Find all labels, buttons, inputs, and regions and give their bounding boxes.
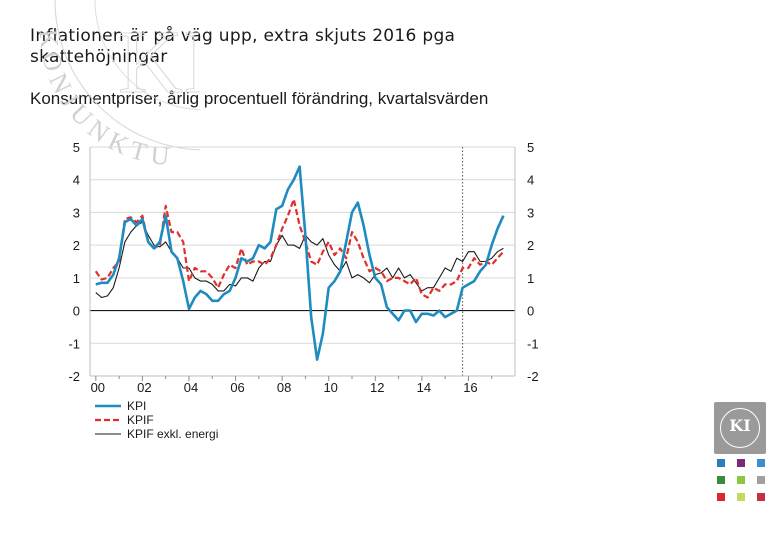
chart-series-lines bbox=[94, 165, 505, 361]
color-swatch bbox=[757, 459, 765, 467]
color-swatch bbox=[717, 459, 725, 467]
y-tick-label-left: 1 bbox=[73, 271, 80, 286]
x-tick-label: 02 bbox=[137, 380, 151, 395]
x-tick-label: 00 bbox=[91, 380, 105, 395]
legend-label: KPIF exkl. energi bbox=[127, 427, 218, 441]
color-swatch bbox=[717, 493, 725, 501]
color-swatch bbox=[737, 493, 745, 501]
logo-text: KI bbox=[729, 416, 751, 435]
x-tick-label: 04 bbox=[184, 380, 198, 395]
x-tick-label: 10 bbox=[323, 380, 337, 395]
x-tick-label: 06 bbox=[230, 380, 244, 395]
y-tick-label-right: -1 bbox=[527, 336, 539, 351]
x-tick-label: 08 bbox=[277, 380, 291, 395]
color-swatch bbox=[737, 476, 745, 484]
seal-watermark: KONJUNKTURINSTITUTET KI bbox=[0, 0, 200, 172]
chart-subtitle: Konsumentpriser, årlig procentuell förän… bbox=[30, 89, 489, 108]
y-tick-label-right: 4 bbox=[527, 173, 534, 188]
y-tick-label-right: -2 bbox=[527, 369, 539, 384]
x-tick-label: 14 bbox=[417, 380, 431, 395]
series-line-kpif bbox=[94, 198, 505, 299]
y-tick-label-left: 2 bbox=[73, 238, 80, 253]
y-tick-label-left: -1 bbox=[68, 336, 80, 351]
legend-label: KPI bbox=[127, 399, 146, 413]
y-tick-label-right: 1 bbox=[527, 271, 534, 286]
y-tick-label-left: 5 bbox=[73, 140, 80, 155]
watermark-ki: KI bbox=[118, 13, 200, 112]
series-line-kpi bbox=[95, 165, 505, 361]
color-swatch bbox=[757, 493, 765, 501]
y-tick-label-left: 3 bbox=[73, 205, 80, 220]
chart-grid bbox=[90, 146, 515, 377]
y-tick-label-right: 2 bbox=[527, 238, 534, 253]
y-tick-label-right: 0 bbox=[527, 304, 534, 319]
series-line-kpif-exkl-energi bbox=[95, 221, 504, 299]
color-swatch bbox=[717, 476, 725, 484]
y-tick-label-right: 3 bbox=[527, 205, 534, 220]
logo-ring bbox=[720, 408, 760, 448]
color-swatch bbox=[757, 476, 765, 484]
chart-axes: 5 54 43 32 21 10 0-1 -1-2 -200 02 04 06 08 10 12 14 16 bbox=[68, 140, 538, 395]
y-tick-label-left: 0 bbox=[73, 304, 80, 319]
ki-logo: KI bbox=[714, 402, 766, 454]
y-tick-label-left: -2 bbox=[68, 369, 80, 384]
color-swatch bbox=[737, 459, 745, 467]
x-tick-label: 12 bbox=[370, 380, 384, 395]
y-tick-label-left: 4 bbox=[73, 173, 80, 188]
y-tick-label-right: 5 bbox=[527, 140, 534, 155]
x-tick-label: 16 bbox=[463, 380, 477, 395]
legend-label: KPIF bbox=[127, 413, 154, 427]
